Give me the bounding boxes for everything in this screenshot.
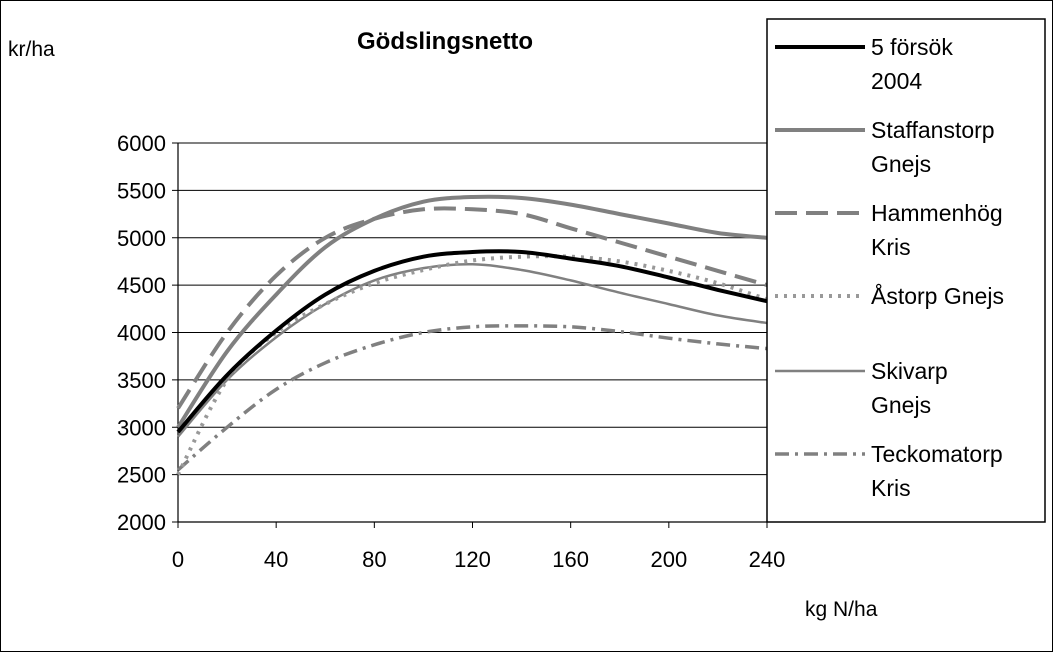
series-line-1 (176, 194, 768, 429)
x-tick-label: 160 (552, 547, 589, 572)
plot-layer: 2000 2500 3000 3500 4000 4500 5000 5500 6000 0 40 8… (117, 131, 785, 572)
x-tick-label: 200 (650, 547, 687, 572)
chart-title: Gödslingsnetto (357, 28, 533, 55)
y-tick-label: 6000 (117, 131, 166, 156)
series-line-2 (176, 206, 768, 410)
legend-label: Hammenhög (871, 200, 1003, 226)
legend-label: Åstorp Gnejs (871, 282, 1004, 309)
series-line-5 (176, 324, 768, 472)
y-axis-label: kr/ha (8, 38, 55, 61)
y-tick-label: 4500 (117, 273, 166, 298)
x-tick-label: 0 (172, 547, 184, 572)
x-tick-label: 80 (362, 547, 386, 572)
series-line-4 (177, 263, 768, 438)
legend-label: 5 försök (871, 34, 953, 60)
legend-label: Teckomatorp (871, 441, 1003, 467)
x-tick-label: 120 (454, 547, 491, 572)
legend-label: Kris (871, 475, 911, 501)
legend-label: Staffanstorp (871, 117, 995, 143)
legend-label: 2004 (871, 68, 922, 94)
legend-label: Gnejs (871, 392, 931, 418)
legend-box (766, 18, 1046, 523)
legend-label: Kris (871, 234, 911, 260)
legend-label: Skivarp (871, 358, 948, 384)
y-tick-label: 2500 (117, 463, 166, 488)
legend-label: Gnejs (871, 151, 931, 177)
y-tick-label: 5000 (117, 226, 166, 251)
x-tick-label: 240 (749, 547, 786, 572)
series-line-0 (176, 249, 768, 434)
series-line-3 (176, 254, 768, 476)
y-tick-label: 5500 (117, 178, 166, 203)
y-tick-label: 3500 (117, 368, 166, 393)
x-axis-label: kg N/ha (805, 598, 878, 621)
y-tick-label: 4000 (117, 321, 166, 346)
x-tick-label: 40 (264, 547, 288, 572)
y-tick-label: 3000 (117, 415, 166, 440)
y-tick-label: 2000 (117, 510, 166, 535)
legend: 5 försök 2004 Staffanstorp Gnejs Hammenhög Kr… (766, 18, 1046, 523)
